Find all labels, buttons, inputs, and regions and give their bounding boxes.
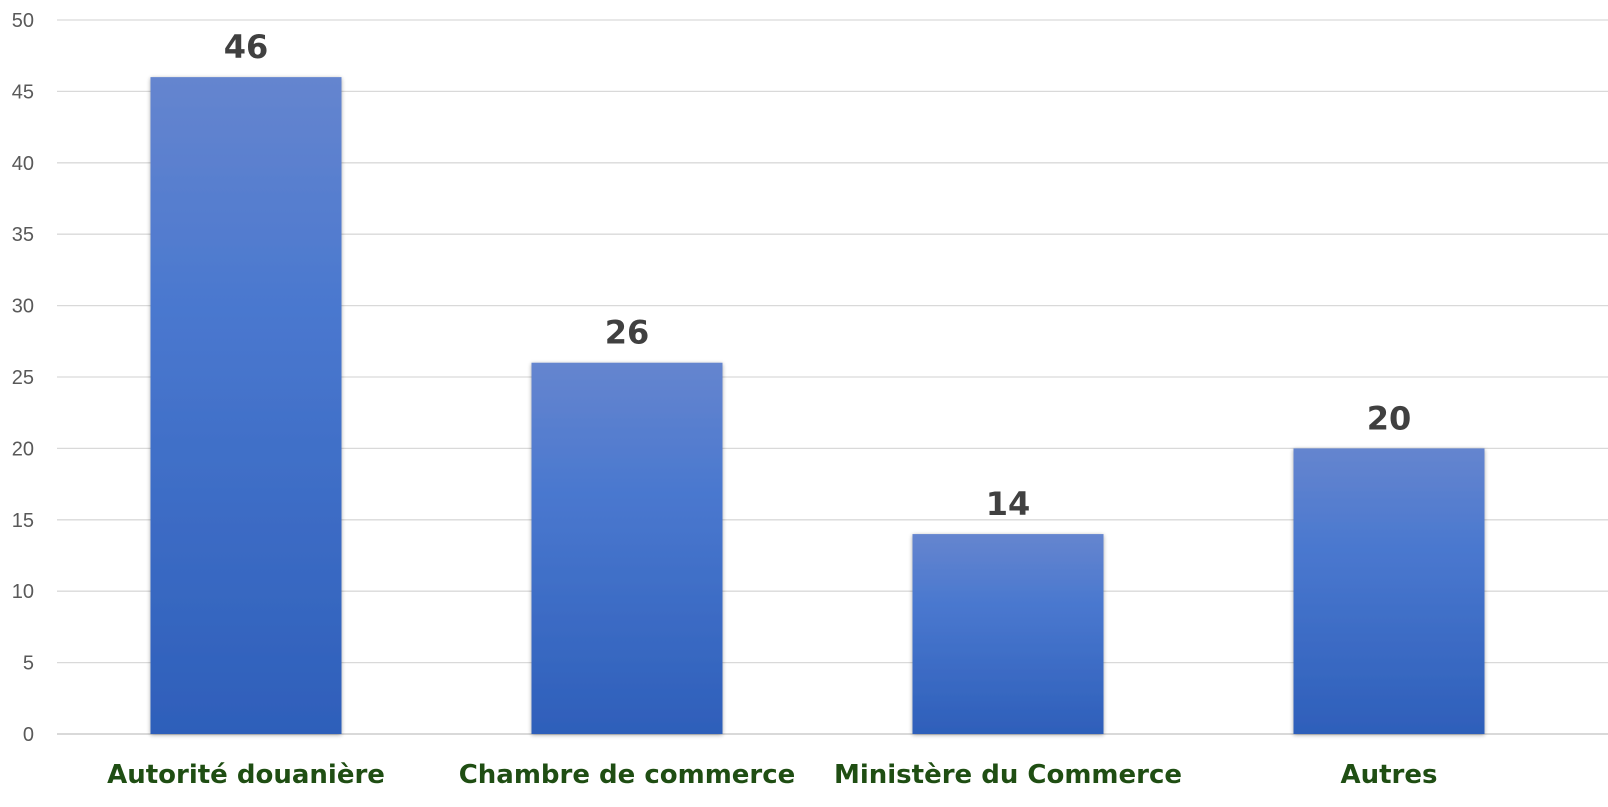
y-tick-label: 40 — [12, 153, 34, 175]
data-label: 14 — [986, 485, 1031, 523]
y-axis-ticks: 0 5 10 15 20 25 30 35 40 45 50 — [12, 10, 34, 746]
x-axis-categories: Autorité douanière Chambre de commerce Min… — [107, 760, 1437, 790]
data-labels: 46 26 14 20 — [224, 28, 1412, 523]
bar — [150, 77, 342, 735]
y-tick-label: 45 — [12, 81, 34, 103]
bars — [150, 77, 1485, 735]
bar — [1293, 448, 1485, 734]
data-label: 26 — [605, 314, 650, 352]
y-tick-label: 10 — [12, 581, 34, 603]
y-tick-label: 30 — [12, 296, 34, 318]
bar — [531, 362, 723, 734]
x-category-label: Autorité douanière — [107, 760, 385, 790]
y-tick-label: 35 — [12, 224, 34, 246]
y-tick-label: 0 — [23, 724, 34, 746]
y-tick-label: 15 — [12, 510, 34, 532]
x-category-label: Chambre de commerce — [459, 760, 796, 790]
data-label: 20 — [1367, 399, 1412, 437]
bar — [912, 534, 1104, 734]
y-tick-label: 5 — [23, 653, 34, 675]
y-tick-label: 20 — [12, 438, 34, 460]
y-tick-label: 50 — [12, 10, 34, 32]
data-label: 46 — [224, 28, 269, 66]
y-tick-label: 25 — [12, 367, 34, 389]
x-category-label: Autres — [1341, 760, 1438, 790]
x-category-label: Ministère du Commerce — [834, 760, 1182, 790]
